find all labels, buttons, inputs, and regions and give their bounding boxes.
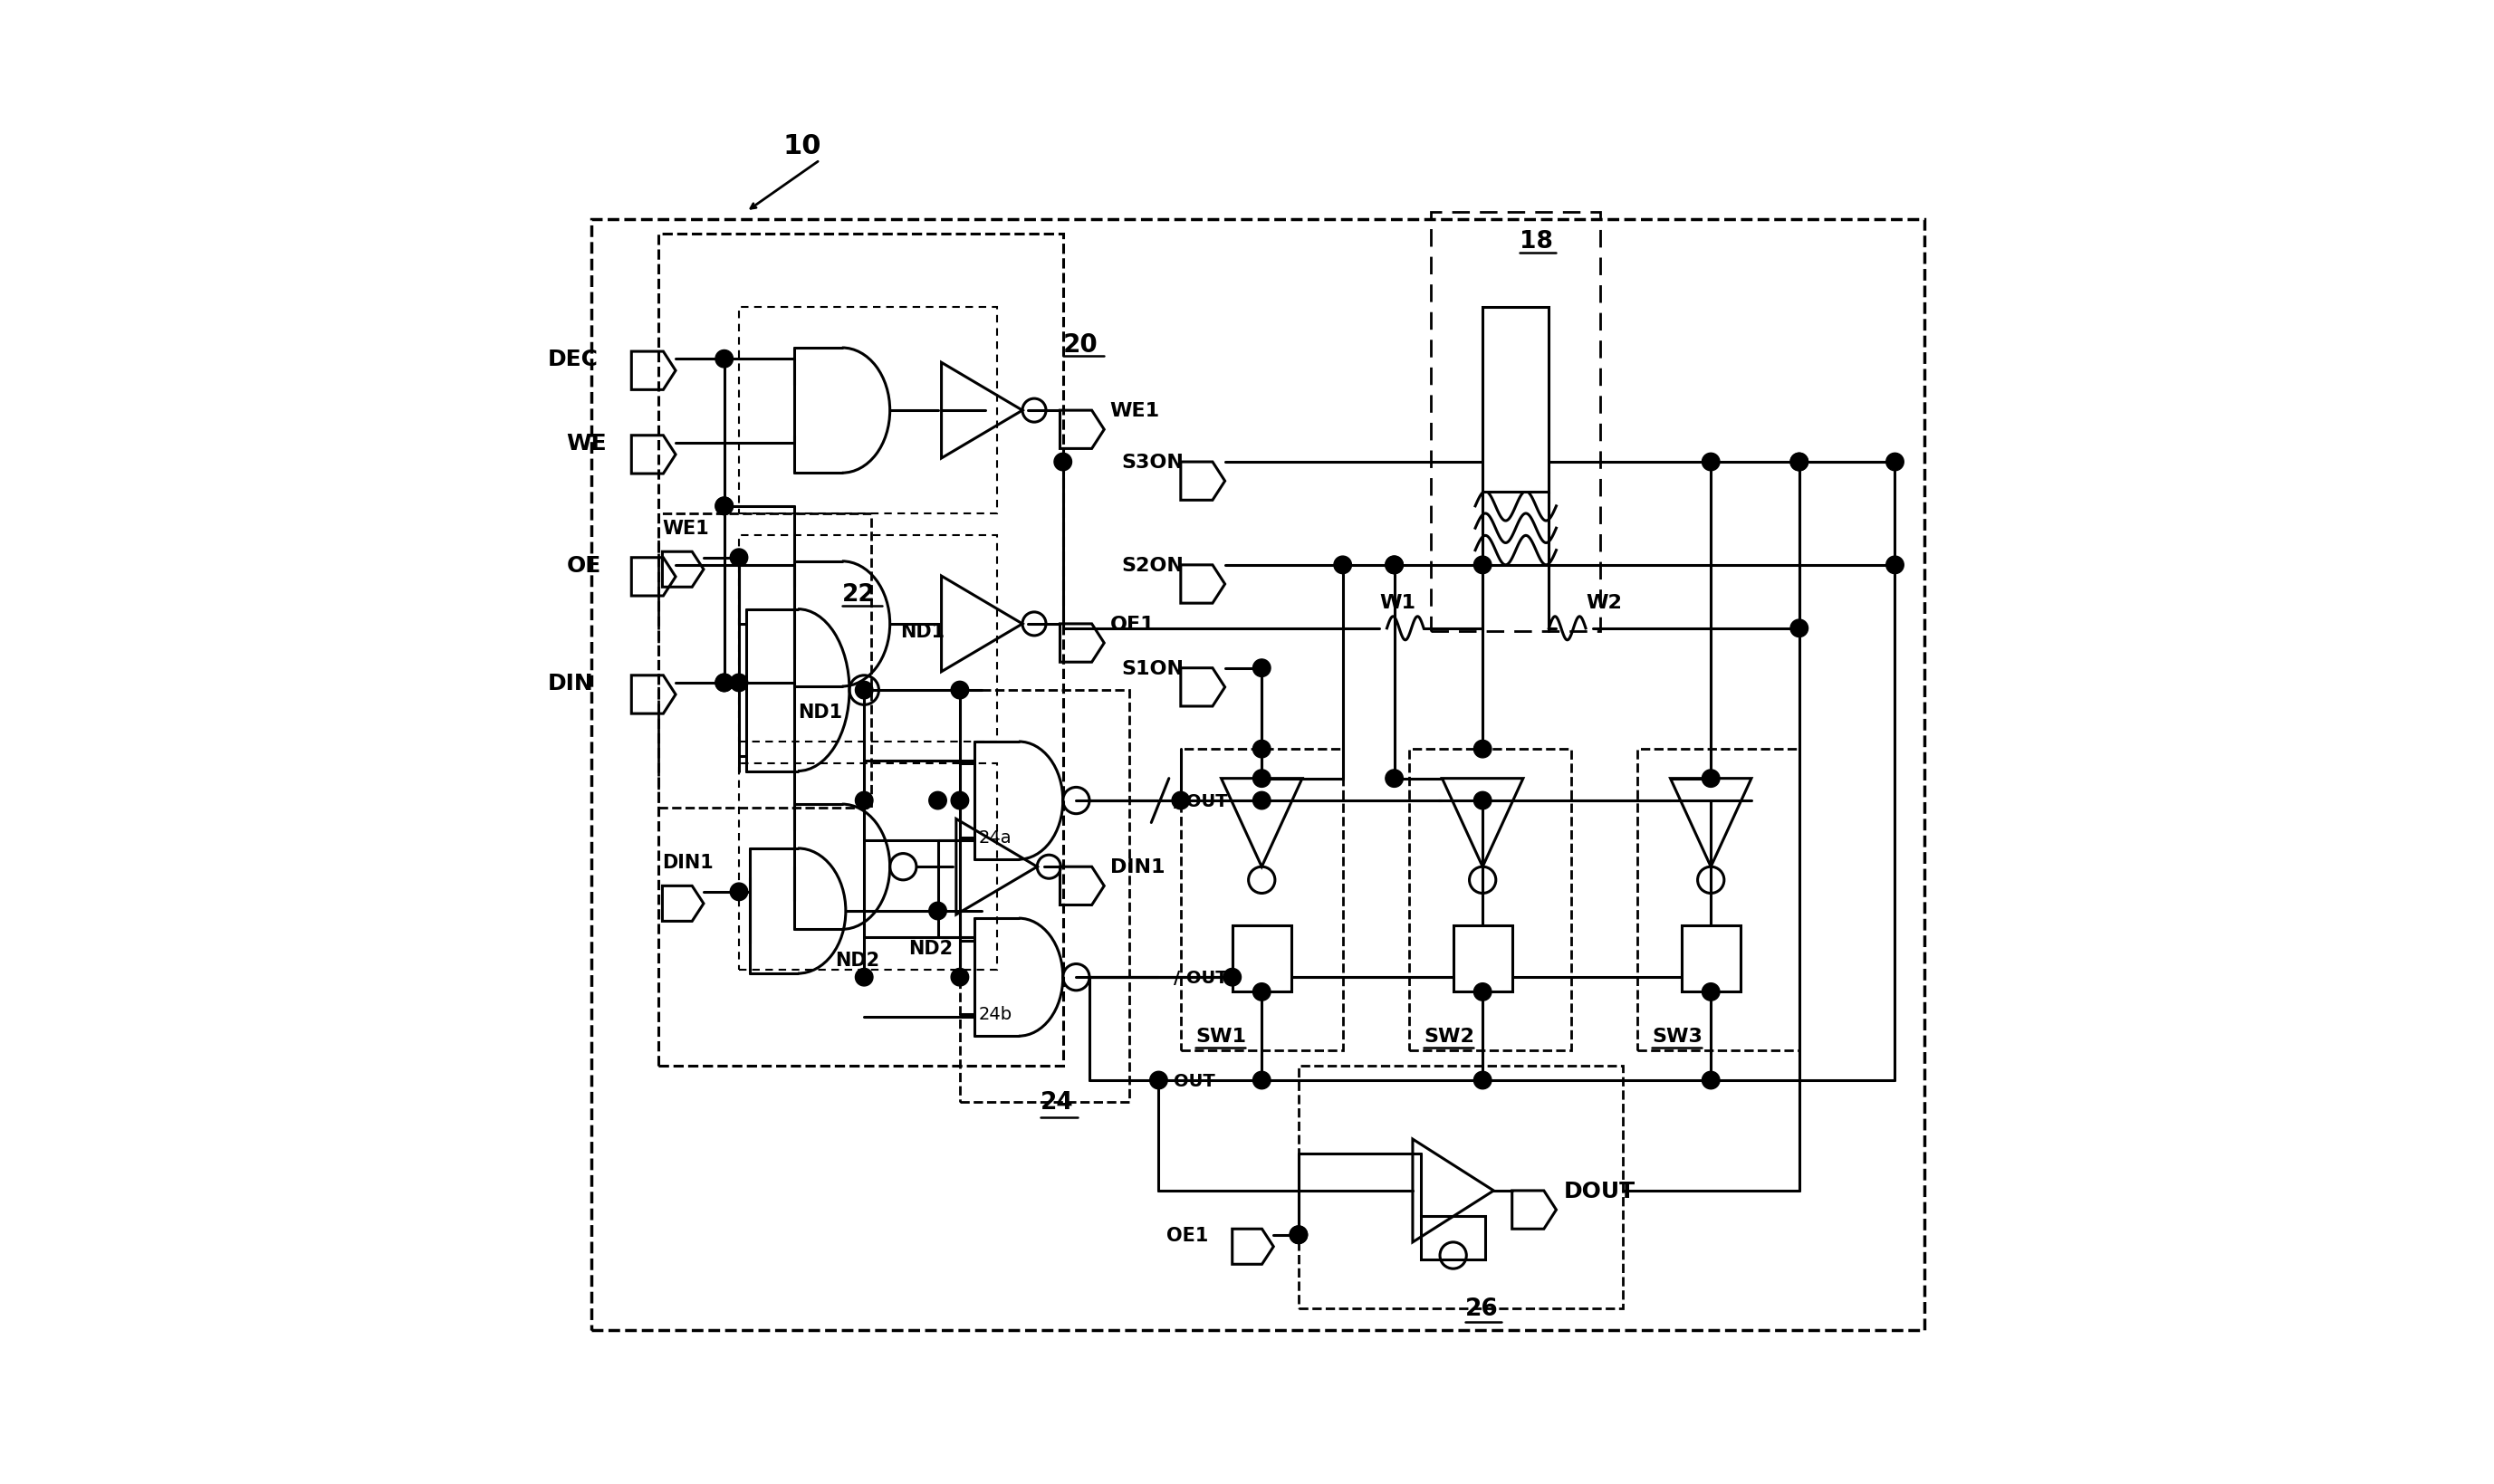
Circle shape — [1474, 984, 1491, 1002]
Text: 26: 26 — [1464, 1297, 1499, 1321]
Circle shape — [1252, 741, 1269, 758]
Text: WE: WE — [566, 432, 606, 454]
Bar — [1432, 212, 1601, 632]
Text: SW1: SW1 — [1195, 1027, 1247, 1045]
Circle shape — [716, 674, 733, 692]
Bar — [658, 513, 870, 809]
Text: S2ON: S2ON — [1122, 556, 1185, 574]
Circle shape — [1225, 969, 1242, 987]
Text: DIN1: DIN1 — [663, 853, 713, 871]
Circle shape — [1252, 770, 1269, 788]
Circle shape — [855, 681, 873, 699]
Text: ND2: ND2 — [835, 951, 880, 969]
Circle shape — [928, 792, 948, 810]
Text: DOUT: DOUT — [1564, 1180, 1636, 1202]
Bar — [738, 536, 998, 742]
Circle shape — [1791, 454, 1808, 472]
Text: 10: 10 — [783, 134, 821, 159]
Circle shape — [731, 883, 748, 901]
Circle shape — [1474, 1071, 1491, 1089]
Circle shape — [1289, 1226, 1307, 1244]
Bar — [1232, 926, 1292, 993]
Text: / OUT: / OUT — [1172, 792, 1227, 809]
Bar — [738, 307, 998, 513]
Text: S1ON: S1ON — [1122, 659, 1185, 678]
Text: S3ON: S3ON — [1122, 454, 1185, 472]
Bar — [1422, 1215, 1486, 1260]
Text: 18: 18 — [1519, 230, 1554, 254]
Text: 22: 22 — [843, 583, 875, 607]
Text: ND2: ND2 — [908, 939, 953, 957]
Text: ND1: ND1 — [798, 703, 843, 721]
Text: W2: W2 — [1586, 594, 1621, 611]
Circle shape — [1172, 792, 1190, 810]
Bar — [1180, 749, 1342, 1051]
Circle shape — [1387, 556, 1404, 574]
Text: 24: 24 — [1040, 1091, 1075, 1114]
Circle shape — [855, 792, 873, 810]
Text: WE1: WE1 — [663, 519, 708, 537]
Bar — [1454, 926, 1511, 993]
Circle shape — [1387, 770, 1404, 788]
Circle shape — [1701, 984, 1721, 1002]
Text: DEC: DEC — [549, 349, 599, 371]
Text: / OUT1: / OUT1 — [1172, 969, 1240, 985]
Circle shape — [1252, 1071, 1269, 1089]
Circle shape — [1885, 556, 1903, 574]
Bar — [738, 764, 998, 971]
Circle shape — [1474, 556, 1491, 574]
Circle shape — [1474, 741, 1491, 758]
Text: OE1: OE1 — [1110, 616, 1155, 634]
Text: DIN1: DIN1 — [1110, 858, 1165, 876]
Circle shape — [1701, 770, 1721, 788]
Circle shape — [731, 674, 748, 692]
Text: OE1: OE1 — [1167, 1226, 1207, 1244]
Bar — [1636, 749, 1798, 1051]
Circle shape — [1150, 1071, 1167, 1089]
Circle shape — [716, 497, 733, 515]
Circle shape — [950, 969, 968, 987]
Bar — [658, 234, 1062, 1066]
Text: SW3: SW3 — [1651, 1027, 1703, 1045]
Circle shape — [928, 902, 948, 920]
Bar — [1299, 1066, 1624, 1309]
Bar — [960, 690, 1130, 1103]
Circle shape — [1701, 454, 1721, 472]
Text: 20: 20 — [1062, 332, 1097, 358]
Circle shape — [1334, 556, 1352, 574]
Text: W1: W1 — [1379, 594, 1417, 611]
Circle shape — [1252, 984, 1269, 1002]
Circle shape — [1474, 792, 1491, 810]
Circle shape — [731, 549, 748, 567]
Circle shape — [1289, 1226, 1307, 1244]
Circle shape — [855, 969, 873, 987]
Text: SW2: SW2 — [1424, 1027, 1474, 1045]
Circle shape — [1791, 620, 1808, 638]
Circle shape — [950, 681, 968, 699]
Bar — [591, 220, 1925, 1331]
Text: OE: OE — [566, 555, 601, 576]
Text: 24a: 24a — [980, 830, 1013, 846]
Circle shape — [716, 497, 733, 515]
Circle shape — [1252, 792, 1269, 810]
Text: ND1: ND1 — [900, 623, 945, 641]
Circle shape — [716, 674, 733, 692]
Text: WE1: WE1 — [1110, 402, 1160, 420]
Circle shape — [950, 792, 968, 810]
Circle shape — [1701, 1071, 1721, 1089]
Text: OUT: OUT — [1172, 1071, 1215, 1089]
Circle shape — [1791, 454, 1808, 472]
Circle shape — [1387, 556, 1404, 574]
Bar — [1409, 749, 1571, 1051]
Text: 24b: 24b — [980, 1006, 1013, 1022]
Text: DIN: DIN — [549, 672, 594, 695]
Bar — [1481, 307, 1549, 491]
Circle shape — [1055, 454, 1072, 472]
Circle shape — [1885, 454, 1903, 472]
Bar — [1681, 926, 1741, 993]
Circle shape — [716, 350, 733, 368]
Circle shape — [1252, 659, 1269, 677]
